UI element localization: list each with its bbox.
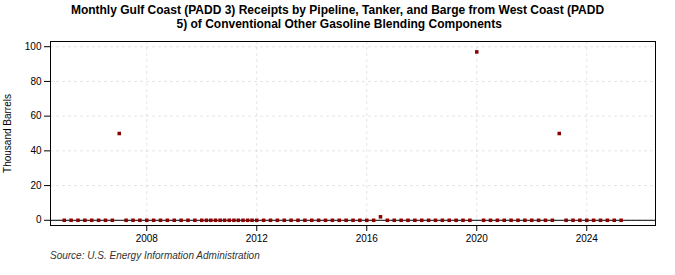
svg-text:2012: 2012 [246, 233, 269, 244]
svg-text:Thousand Barrels: Thousand Barrels [2, 94, 13, 173]
svg-text:80: 80 [30, 76, 42, 87]
svg-text:2024: 2024 [576, 233, 599, 244]
svg-text:40: 40 [30, 145, 42, 156]
svg-text:2008: 2008 [136, 233, 159, 244]
svg-text:2020: 2020 [466, 233, 489, 244]
svg-text:60: 60 [30, 110, 42, 121]
svg-text:20: 20 [30, 180, 42, 191]
svg-text:2016: 2016 [356, 233, 379, 244]
svg-text:0: 0 [36, 214, 42, 225]
html-text:Monthly Gulf Coast (PADD 3) Re: Monthly Gulf Coast (PADD 3) Receipts by … [70, 3, 605, 31]
svg-text:100: 100 [25, 41, 42, 52]
html-text:Source: U.S. Energy Informatio: Source: U.S. Energy Information Administ… [50, 250, 260, 261]
